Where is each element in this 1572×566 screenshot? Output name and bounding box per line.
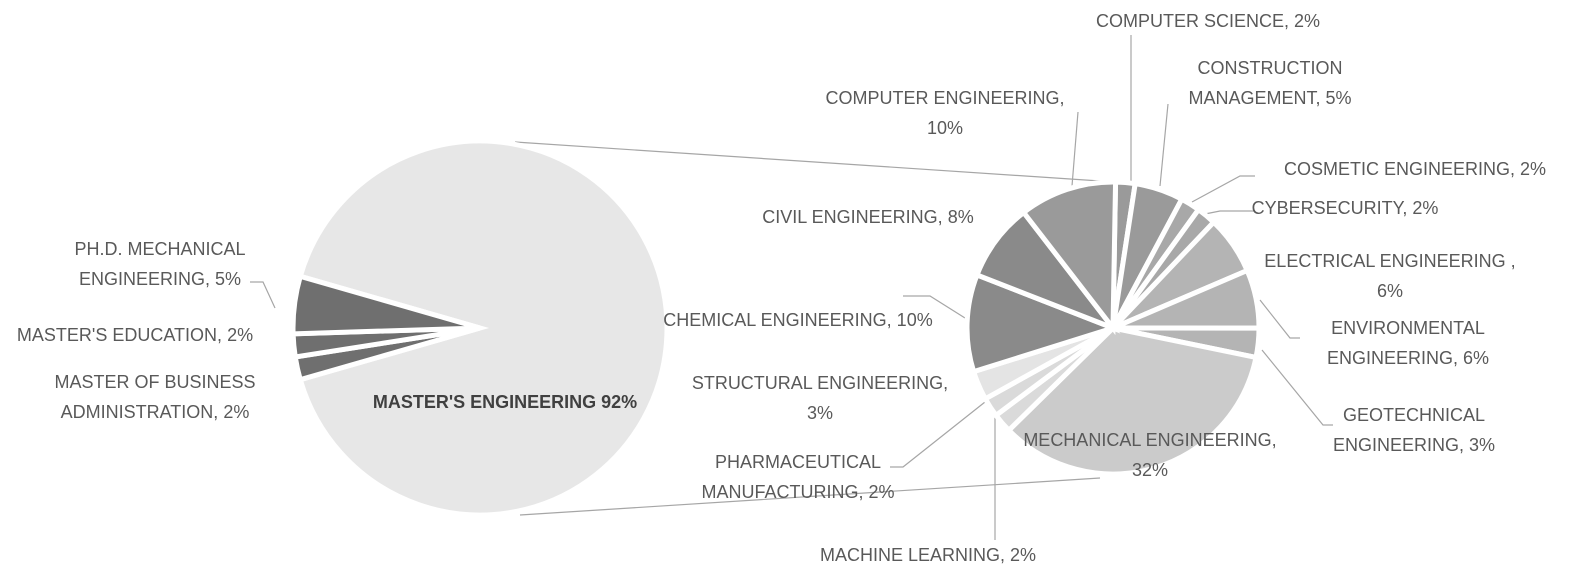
category-name: MASTER'S ENGINEERING [372, 392, 597, 412]
data-label: MACHINE LEARNING, 2% [820, 540, 1036, 566]
data-label: CHEMICAL ENGINEERING, 10% [663, 305, 932, 335]
data-label: CONSTRUCTION MANAGEMENT, 5% [1175, 53, 1365, 113]
value-label: 6% [1376, 281, 1403, 301]
connector-line [514, 141, 1116, 183]
value-label: 2% [227, 325, 254, 345]
category-name: MACHINE LEARNING, [819, 545, 1005, 565]
value-label: 2% [1520, 159, 1547, 179]
pie-slice [297, 138, 670, 518]
data-label: CYBERSECURITY, 2% [1252, 193, 1439, 223]
category-name: CIVIL ENGINEERING, [762, 207, 943, 227]
category-name: PHARMACEUTICAL MANUFACTURING, [701, 452, 882, 502]
data-label: GEOTECHNICAL ENGINEERING, 3% [1319, 400, 1509, 460]
data-label: COMPUTER SCIENCE, 2% [1096, 6, 1320, 36]
data-label: CIVIL ENGINEERING, 8% [762, 202, 973, 232]
category-name: MASTER'S EDUCATION, [16, 325, 223, 345]
category-name: ENVIRONMENTAL ENGINEERING, [1326, 318, 1485, 368]
value-label: 5% [1325, 88, 1352, 108]
data-label: COMPUTER ENGINEERING, 10% [810, 83, 1080, 143]
category-name: CYBERSECURITY, [1251, 198, 1408, 218]
pie-slice [1020, 179, 1119, 336]
data-label: ENVIRONMENTAL ENGINEERING, 6% [1313, 313, 1503, 373]
category-name: PH.D. MECHANICAL ENGINEERING, [74, 239, 246, 289]
value-label: 2% [1412, 198, 1439, 218]
value-label: 8% [947, 207, 974, 227]
data-label: PH.D. MECHANICAL ENGINEERING, 5% [60, 234, 260, 294]
category-name: MECHANICAL ENGINEERING, [1023, 430, 1277, 450]
category-name: STRUCTURAL ENGINEERING, [691, 373, 949, 393]
data-label: PHARMACEUTICAL MANUFACTURING, 2% [686, 447, 911, 507]
data-label: ELECTRICAL ENGINEERING , 6% [1250, 246, 1530, 306]
value-label: 10% [926, 118, 964, 138]
value-label: 2% [1010, 545, 1037, 565]
data-label: MASTER'S ENGINEERING 92% [373, 387, 637, 417]
data-label: MASTER'S EDUCATION, 2% [17, 320, 253, 350]
connector-line [519, 477, 1101, 516]
value-label: 2% [1294, 11, 1321, 31]
value-label: 10% [896, 310, 933, 330]
value-label: 3% [806, 403, 833, 423]
data-label: STRUCTURAL ENGINEERING, 3% [680, 368, 960, 428]
value-label: 6% [1463, 348, 1490, 368]
value-label: 32% [1131, 460, 1169, 480]
category-name: GEOTECHNICAL ENGINEERING, [1332, 405, 1486, 455]
category-name: MASTER OF BUSINESS ADMINISTRATION, [54, 372, 256, 422]
category-name: COMPUTER ENGINEERING, [825, 88, 1065, 108]
value-label: 2% [868, 482, 895, 502]
value-label: 3% [1469, 435, 1496, 455]
data-label: COSMETIC ENGINEERING, 2% [1284, 154, 1546, 184]
category-name: CHEMICAL ENGINEERING, [663, 310, 892, 330]
category-name: COMPUTER SCIENCE, [1095, 11, 1289, 31]
value-label: 5% [215, 269, 242, 289]
category-name: CONSTRUCTION MANAGEMENT, [1188, 58, 1343, 108]
pie-slice [1005, 325, 1259, 477]
value-label: 2% [223, 402, 250, 422]
data-label: MECHANICAL ENGINEERING, 32% [1005, 425, 1295, 485]
data-label: MASTER OF BUSINESS ADMINISTRATION, 2% [40, 367, 270, 427]
leader-lines [250, 35, 1333, 540]
pie-slice [964, 271, 1121, 375]
category-name: ELECTRICAL ENGINEERING , [1264, 251, 1516, 271]
pie-slice [290, 273, 481, 337]
value-label: 92% [601, 392, 638, 412]
category-name: COSMETIC ENGINEERING, [1283, 159, 1515, 179]
